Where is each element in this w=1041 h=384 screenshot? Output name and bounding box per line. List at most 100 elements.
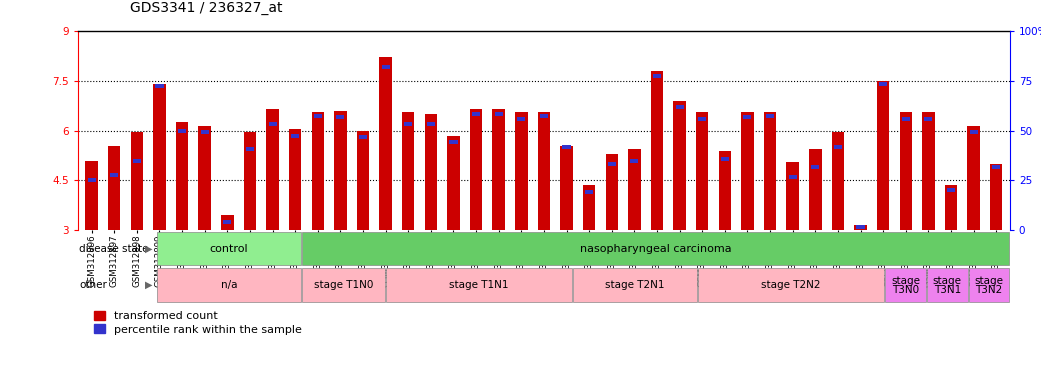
Bar — [877, 81, 889, 230]
Bar — [834, 145, 842, 149]
Bar — [201, 130, 209, 134]
Bar — [718, 151, 731, 230]
Bar — [789, 175, 796, 179]
Bar — [855, 225, 867, 230]
Bar — [697, 268, 885, 302]
Bar — [133, 159, 141, 162]
Bar — [156, 268, 302, 302]
Text: stage T1N1: stage T1N1 — [449, 280, 509, 290]
Bar — [540, 114, 548, 118]
Bar — [699, 117, 706, 121]
Bar — [302, 268, 385, 302]
Bar — [221, 215, 233, 230]
Bar — [450, 140, 457, 144]
Bar — [676, 105, 684, 109]
Bar — [631, 159, 638, 162]
Bar — [289, 129, 302, 230]
Bar — [244, 132, 256, 230]
Bar — [968, 268, 1010, 302]
Bar — [199, 126, 211, 230]
Bar — [811, 165, 819, 169]
Bar — [110, 174, 119, 177]
Bar — [302, 232, 1010, 265]
Bar — [266, 109, 279, 230]
Bar — [809, 149, 821, 230]
Bar — [628, 149, 640, 230]
Legend: transformed count, percentile rank within the sample: transformed count, percentile rank withi… — [94, 311, 302, 335]
Bar — [583, 185, 595, 230]
Bar — [291, 134, 299, 137]
Bar — [336, 115, 345, 119]
Bar — [967, 126, 980, 230]
Bar — [608, 162, 616, 166]
Bar — [585, 190, 593, 194]
Bar — [857, 225, 865, 229]
Text: nasopharyngeal carcinoma: nasopharyngeal carcinoma — [580, 243, 732, 254]
Bar — [385, 268, 573, 302]
Bar — [764, 112, 777, 230]
Bar — [334, 111, 347, 230]
Text: stage T2N1: stage T2N1 — [605, 280, 665, 290]
Bar — [720, 157, 729, 161]
Text: n/a: n/a — [221, 280, 237, 290]
Bar — [155, 84, 163, 88]
Bar — [472, 112, 480, 116]
Bar — [992, 165, 1000, 169]
Bar — [85, 161, 98, 230]
Bar — [176, 122, 188, 230]
Text: control: control — [209, 243, 249, 254]
Text: ▶: ▶ — [145, 243, 152, 254]
Bar — [517, 117, 526, 121]
Bar — [469, 109, 482, 230]
Bar — [87, 179, 96, 182]
Bar — [651, 71, 663, 230]
Bar — [945, 185, 957, 230]
Bar — [969, 130, 977, 134]
Bar — [357, 131, 370, 230]
Bar — [427, 122, 435, 126]
Bar — [832, 132, 844, 230]
Bar — [538, 112, 550, 230]
Bar — [606, 154, 618, 230]
Bar — [178, 129, 186, 132]
Bar — [743, 115, 752, 119]
Bar — [404, 122, 412, 126]
Bar — [653, 74, 661, 78]
Bar — [425, 114, 437, 230]
Bar — [560, 146, 573, 230]
Bar — [674, 101, 686, 230]
Bar — [156, 232, 302, 265]
Text: ▶: ▶ — [145, 280, 152, 290]
Bar — [696, 112, 709, 230]
Bar — [924, 117, 933, 121]
Bar — [515, 112, 528, 230]
Bar — [359, 135, 367, 139]
Bar — [382, 65, 389, 70]
Bar — [786, 162, 798, 230]
Bar — [311, 112, 324, 230]
Bar — [108, 146, 121, 230]
Text: stage
T3N1: stage T3N1 — [933, 276, 962, 295]
Bar — [741, 112, 754, 230]
Bar — [131, 132, 143, 230]
Bar — [223, 220, 231, 224]
Bar — [269, 122, 277, 126]
Bar — [879, 82, 887, 86]
Bar — [562, 145, 570, 149]
Bar — [885, 268, 926, 302]
Text: stage T1N0: stage T1N0 — [313, 280, 374, 290]
Bar — [494, 112, 503, 116]
Bar — [902, 117, 910, 121]
Bar — [313, 114, 322, 118]
Text: stage
T3N2: stage T3N2 — [974, 276, 1004, 295]
Text: other: other — [79, 280, 107, 290]
Bar — [990, 164, 1002, 230]
Bar — [153, 84, 166, 230]
Text: GDS3341 / 236327_at: GDS3341 / 236327_at — [130, 2, 282, 15]
Text: disease state: disease state — [79, 243, 149, 254]
Bar — [246, 147, 254, 151]
Bar — [573, 268, 697, 302]
Text: stage
T3N0: stage T3N0 — [891, 276, 920, 295]
Bar — [402, 112, 414, 230]
Bar — [379, 57, 391, 230]
